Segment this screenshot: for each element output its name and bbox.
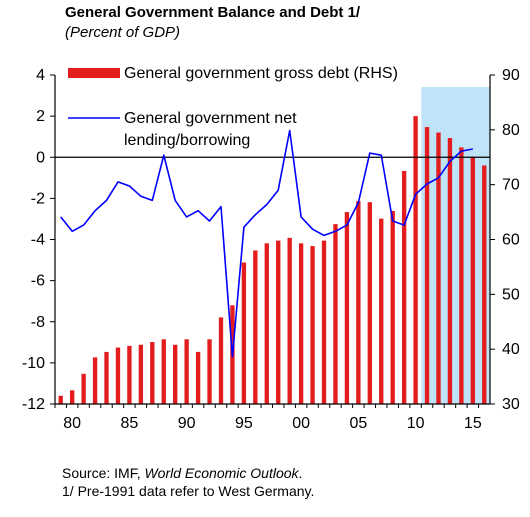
debt-bar — [104, 351, 109, 404]
debt-bar — [310, 246, 315, 404]
debt-bar — [173, 344, 178, 404]
x-tick-label: 00 — [292, 415, 310, 432]
projection-shade — [421, 87, 490, 404]
debt-bar — [115, 347, 121, 404]
debt-bar — [150, 342, 155, 404]
debt-bar — [413, 116, 418, 404]
debt-bar — [367, 202, 372, 404]
debt-bar — [482, 165, 487, 404]
debt-bar — [92, 357, 98, 404]
left-tick-label: -2 — [31, 190, 45, 207]
right-tick-label: 30 — [502, 396, 520, 413]
debt-bar — [58, 395, 63, 404]
debt-bar — [195, 351, 201, 404]
debt-bar — [276, 240, 281, 404]
right-tick-label: 80 — [502, 122, 520, 139]
chart-subtitle: (Percent of GDP) — [65, 24, 181, 41]
debt-bar — [264, 243, 269, 404]
right-tick-label: 60 — [502, 232, 520, 249]
debt-bar — [253, 250, 258, 404]
debt-bar — [379, 218, 384, 404]
legend-label-balance-2: lending/borrowing — [124, 132, 250, 149]
x-tick-label: 95 — [235, 415, 253, 432]
debt-bar — [184, 339, 189, 404]
debt-bar — [333, 224, 338, 404]
left-tick-label: 0 — [36, 149, 45, 166]
debt-bar — [207, 339, 212, 404]
x-tick-label: 15 — [464, 415, 482, 432]
source-publication: World Economic Outlook — [144, 465, 299, 481]
legend-swatch-debt — [68, 68, 120, 78]
source-line: Source: IMF, World Economic Outlook. — [62, 464, 314, 482]
legend-label-balance: General government net — [124, 110, 297, 127]
chart-source: Source: IMF, World Economic Outlook. 1/ … — [62, 464, 314, 500]
left-tick-label: -4 — [31, 232, 45, 249]
debt-bar — [401, 170, 407, 404]
left-tick-label: -8 — [31, 314, 45, 331]
debt-bar — [287, 237, 292, 404]
source-prefix: Source: IMF, — [62, 465, 145, 481]
debt-bar — [298, 243, 304, 404]
debt-bar — [138, 344, 144, 404]
debt-bar — [127, 345, 132, 404]
source-suffix: . — [298, 465, 303, 481]
debt-bar — [436, 132, 441, 404]
x-tick-label: 05 — [349, 415, 367, 432]
x-tick-label: 90 — [178, 415, 196, 432]
debt-bar — [218, 317, 224, 404]
right-tick-label: 90 — [502, 67, 520, 84]
left-tick-label: 4 — [36, 67, 45, 84]
debt-bar — [161, 339, 166, 404]
debt-bar — [470, 157, 476, 404]
debt-bar — [356, 201, 361, 404]
right-tick-label: 40 — [502, 341, 520, 358]
left-tick-label: 2 — [36, 108, 45, 125]
debt-bar — [424, 127, 430, 404]
legend-label-debt: General government gross debt (RHS) — [124, 65, 398, 82]
left-tick-label: -12 — [22, 396, 45, 413]
footnote: 1/ Pre-1991 data refer to West Germany. — [62, 483, 315, 499]
debt-bar — [344, 212, 350, 404]
debt-bar — [447, 138, 453, 404]
debt-bar — [241, 262, 247, 404]
balance-line — [60, 129, 473, 358]
x-tick-label: 10 — [407, 415, 425, 432]
chart-title: General Government Balance and Debt 1/ — [65, 4, 361, 21]
debt-bar — [459, 147, 464, 404]
x-tick-label: 85 — [121, 415, 139, 432]
debt-bar — [390, 210, 395, 404]
debt-bar — [81, 373, 86, 404]
right-tick-label: 70 — [502, 177, 520, 194]
debt-bar — [69, 390, 75, 404]
left-tick-label: -6 — [31, 273, 45, 290]
right-tick-label: 50 — [502, 286, 520, 303]
x-tick-label: 80 — [63, 415, 81, 432]
debt-bar — [321, 240, 327, 404]
left-tick-label: -10 — [22, 355, 45, 372]
